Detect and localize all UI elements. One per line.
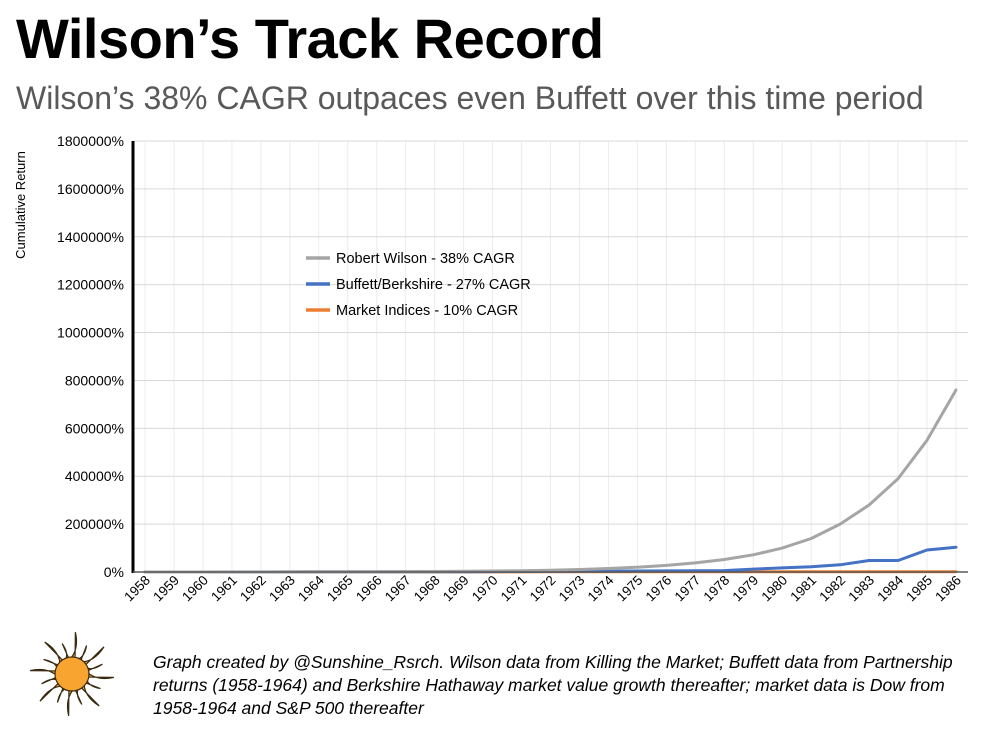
page-subtitle: Wilson’s 38% CAGR outpaces even Buffett … [16,80,924,116]
x-tick-label: 1985 [903,573,935,605]
x-tick-label: 1960 [179,573,211,605]
x-tick-label: 1973 [556,573,588,605]
x-tick-label: 1965 [324,573,356,605]
x-tick-label: 1964 [295,572,327,604]
sun-ray [85,669,114,680]
y-tick-label: 1400000% [57,229,124,245]
x-tick-label: 1976 [643,573,675,605]
x-tick-label: 1972 [527,573,559,605]
x-tick-label: 1980 [758,573,790,605]
y-tick-label: 1600000% [57,181,124,197]
x-tick-label: 1977 [672,573,704,605]
chart-legend: Robert Wilson - 38% CAGR Buffett/Berkshir… [306,251,531,319]
y-tick-label: 400000% [65,468,124,484]
chart-axes [131,141,968,573]
x-tick-label: 1962 [237,573,269,605]
y-axis-ticks: 0% 200000% 400000% 600000% 800000% 1000000% 12… [57,133,124,580]
y-tick-label: 1800000% [57,133,124,149]
x-tick-label: 1961 [208,573,240,605]
y-tick-label: 200000% [65,516,124,532]
y-tick-label: 1200000% [57,277,124,293]
page-title: Wilson’s Track Record [16,7,604,70]
line-chart: 0% 200000% 400000% 600000% 800000% 1000000% 12… [13,133,968,604]
x-tick-label: 1969 [440,573,472,605]
y-tick-label: 600000% [65,420,124,436]
y-tick-label: 1000000% [57,325,124,341]
chart-grid [133,140,968,573]
x-tick-label: 1970 [469,573,501,605]
x-tick-label: 1971 [498,573,530,605]
x-tick-label: 1959 [150,573,182,605]
x-tick-label: 1974 [585,572,617,604]
y-tick-label: 800000% [65,372,124,388]
sun-ray [30,668,59,679]
x-tick-label: 1966 [353,573,385,605]
legend-label: Market Indices - 10% CAGR [336,303,518,319]
source-caption: Graph created by @Sunshine_Rsrch. Wilson… [153,652,953,718]
legend-label: Robert Wilson - 38% CAGR [336,251,515,267]
x-tick-label: 1981 [787,573,819,605]
y-tick-label: 0% [104,564,124,580]
sun-disc [54,656,90,692]
x-tick-label: 1967 [382,573,414,605]
sun-logo [30,632,114,716]
x-tick-label: 1963 [266,573,298,605]
y-axis-label: Cumulative Return [13,151,28,259]
x-tick-label: 1986 [932,573,964,605]
x-tick-label: 1984 [874,572,906,604]
x-tick-label: 1979 [730,573,762,605]
x-tick-label: 1983 [845,573,877,605]
x-tick-label: 1982 [816,573,848,605]
x-tick-label: 1978 [701,573,733,605]
x-tick-label: 1958 [121,573,153,605]
x-axis-ticks: 1958195919601961196219631964196519661967… [121,572,964,604]
x-tick-label: 1975 [614,573,646,605]
x-tick-label: 1968 [411,573,443,605]
legend-label: Buffett/Berkshire - 27% CAGR [336,277,531,293]
sun-ray [66,687,77,716]
sun-ray [67,632,78,661]
